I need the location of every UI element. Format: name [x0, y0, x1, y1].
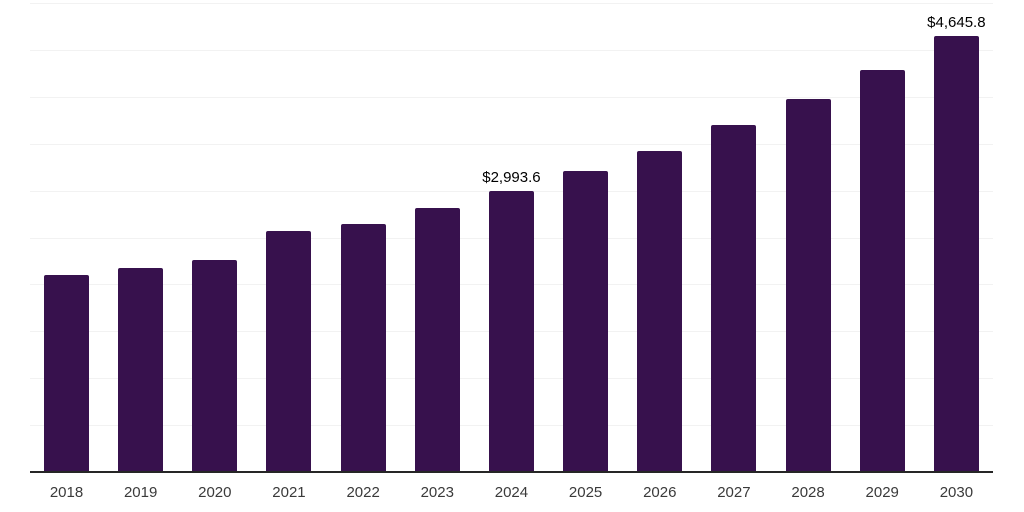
bar-2029	[859, 69, 905, 472]
bar-2019	[118, 267, 164, 472]
x-axis-label-2028: 2028	[791, 484, 825, 501]
bar-slot-2026	[637, 151, 683, 472]
gridline-4500	[30, 49, 993, 51]
bar-slot-2024: $2,993.6	[482, 169, 541, 472]
bar-2027	[711, 124, 757, 472]
bar-slot-2022	[340, 223, 386, 472]
x-axis-label-2018: 2018	[49, 484, 84, 501]
bar-2022	[340, 223, 386, 472]
bar-slot-2029	[859, 69, 905, 472]
x-axis-label-2030: 2030	[939, 484, 974, 501]
x-axis-label-2024: 2024	[494, 484, 529, 501]
bar-slot-2030: $4,645.8	[927, 14, 986, 472]
x-axis-label-2022: 2022	[346, 484, 380, 501]
gridline-3500	[30, 143, 993, 145]
bar-2018	[44, 275, 89, 472]
x-axis-label-2021: 2021	[272, 484, 306, 501]
gridline-3000	[30, 190, 993, 192]
bar-slot-2021	[266, 230, 312, 472]
bar-slot-2023	[414, 208, 460, 472]
x-axis-label-2020: 2020	[198, 484, 232, 501]
x-axis-label-2027: 2027	[717, 484, 751, 501]
bars: $2,993.6 $4,645.8	[44, 3, 986, 472]
x-axis-label-2019: 2019	[123, 484, 158, 501]
x-axis-label-2026: 2026	[643, 484, 677, 501]
bar-2023	[414, 208, 460, 472]
bar-2024	[488, 191, 534, 472]
data-label-2024: $2,993.6	[482, 169, 541, 187]
bar-2030	[933, 36, 979, 472]
plot-area: $2,993.6 $4,645.8	[30, 3, 993, 473]
bar-slot-2027	[711, 124, 757, 472]
data-label-2030: $4,645.8	[927, 14, 986, 32]
gridline-5000	[30, 3, 993, 4]
bar-slot-2025	[563, 170, 609, 472]
bar-2028	[785, 99, 831, 472]
bar-slot-2020	[192, 260, 238, 472]
x-axis-labels: 2018 2019 2020 2021 2022 2023 2024 2025 2026 2027…	[44, 484, 979, 501]
bar-2021	[266, 230, 312, 472]
gridline-4000	[30, 96, 993, 98]
bar-slot-2019	[118, 267, 164, 472]
x-axis-line	[30, 471, 993, 473]
bar-2025	[563, 170, 609, 472]
bar-slot-2018	[44, 275, 89, 472]
x-axis-label-2023: 2023	[420, 484, 454, 501]
bar-slot-2028	[785, 99, 831, 472]
x-axis-label-2029: 2029	[865, 484, 899, 501]
bar-2020	[192, 260, 238, 472]
x-axis-label-2025: 2025	[568, 484, 603, 501]
bar-2026	[637, 151, 683, 472]
